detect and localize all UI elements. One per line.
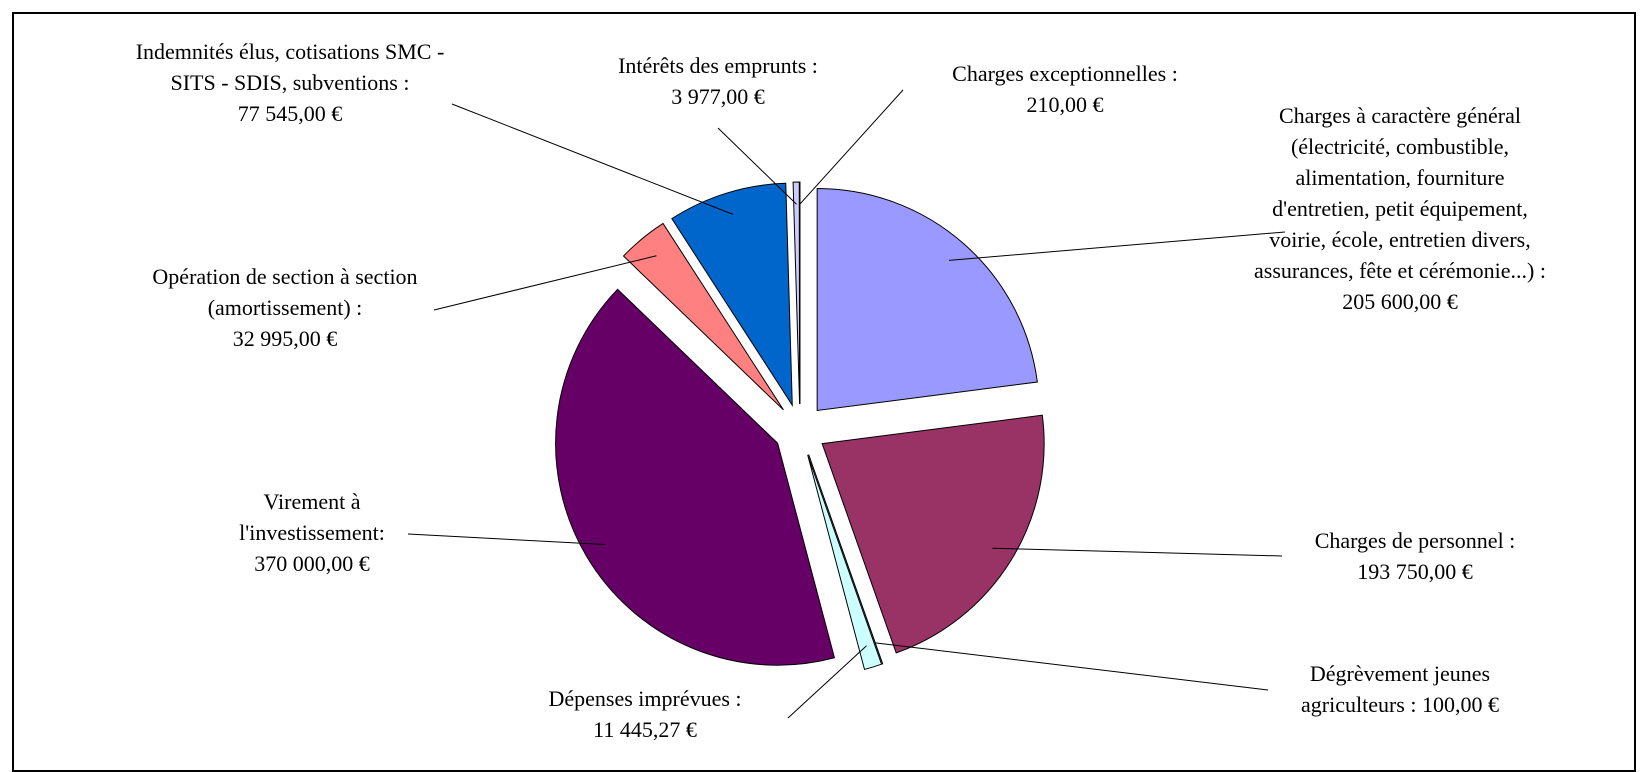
value-label: 193 750,00 € xyxy=(1357,559,1473,584)
slice-label: Intérêts des emprunts : 3 977,00 € xyxy=(573,50,863,112)
leader-line xyxy=(992,548,1282,556)
pie-slice xyxy=(556,289,835,665)
slice-label: Virement à l'investissement: 370 000,00 € xyxy=(212,486,412,579)
category-label: Charges à caractère général (électricité… xyxy=(1254,103,1546,283)
value-label: 100,00 € xyxy=(1422,692,1499,717)
category-label: Intérêts des emprunts : xyxy=(618,53,818,78)
slice-label: Dépenses imprévues : 11 445,27 € xyxy=(505,683,785,745)
value-label: 32 995,00 € xyxy=(233,326,338,351)
value-label: 3 977,00 € xyxy=(671,84,765,109)
slice-label: Indemnités élus, cotisations SMC - SITS … xyxy=(125,36,455,129)
pie-slice xyxy=(817,188,1037,410)
pie-slice xyxy=(793,182,800,404)
category-label: Virement à l'investissement: xyxy=(239,489,385,545)
category-label: Charges de personnel : xyxy=(1315,528,1516,553)
category-label: Charges exceptionnelles : xyxy=(952,61,1178,86)
value-label: 77 545,00 € xyxy=(238,101,343,126)
leader-line xyxy=(452,104,733,214)
category-label: Opération de section à section (amortiss… xyxy=(152,264,417,320)
slice-label: Charges à caractère général (électricité… xyxy=(1245,100,1555,317)
slice-label: Dégrèvement jeunes agriculteurs : 100,00… xyxy=(1260,658,1540,720)
category-label: Dépenses imprévues : xyxy=(548,686,741,711)
value-label: 11 445,27 € xyxy=(593,717,697,742)
value-label: 370 000,00 € xyxy=(254,551,370,576)
slice-label: Charges de personnel : 193 750,00 € xyxy=(1270,525,1560,587)
category-label: Indemnités élus, cotisations SMC - SITS … xyxy=(136,39,445,95)
value-label: 210,00 € xyxy=(1027,92,1104,117)
slice-label: Opération de section à section (amortiss… xyxy=(135,261,435,354)
slice-label: Charges exceptionnelles : 210,00 € xyxy=(910,58,1220,120)
leader-line xyxy=(875,643,1268,690)
value-label: 205 600,00 € xyxy=(1342,289,1458,314)
leader-line xyxy=(949,232,1285,260)
